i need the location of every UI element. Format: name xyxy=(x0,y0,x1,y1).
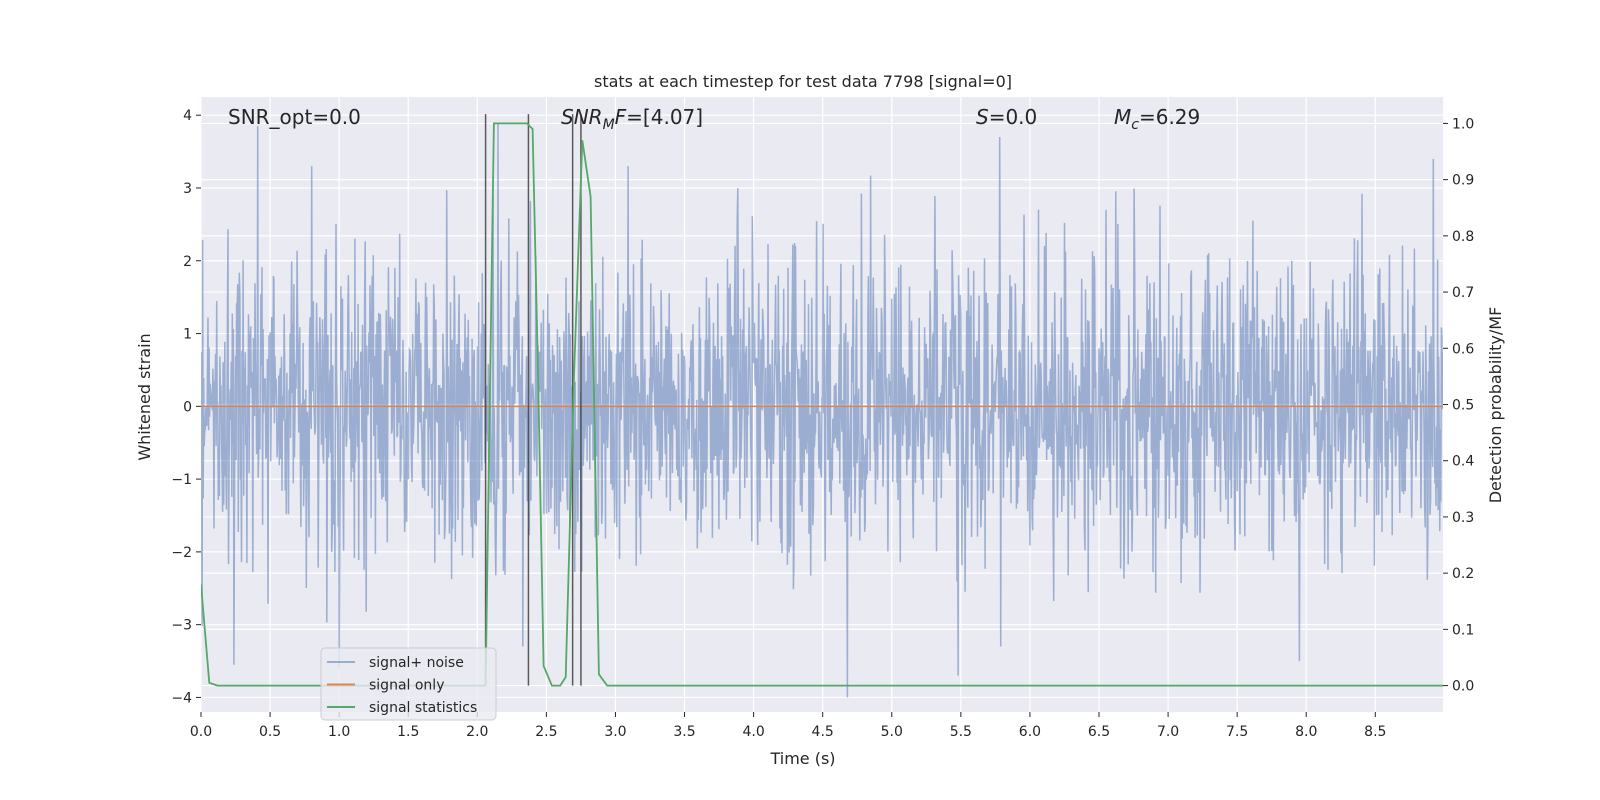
y-right-tick-label: 0.9 xyxy=(1452,173,1474,189)
x-tick-label: 6.0 xyxy=(1019,724,1041,740)
y-right-tick-label: 0.1 xyxy=(1452,622,1474,638)
y-right-tick-label: 0.5 xyxy=(1452,398,1474,414)
y-left-tick-label: −1 xyxy=(171,472,192,488)
y-left-tick-label: 2 xyxy=(183,254,192,270)
y-right-tick-label: 0.7 xyxy=(1452,285,1474,301)
x-tick-label: 0.0 xyxy=(190,724,212,740)
x-tick-label: 5.5 xyxy=(950,724,972,740)
legend: signal+ noise signal only signal statistic… xyxy=(320,647,497,721)
snr-mf-prefix: SNR xyxy=(561,105,603,129)
x-axis-ticks: 0.0 0.5 1.0 1.5 2.0 2.5 3.0 3.5 4.0 4.5 5.0 5.5 6.0 6… xyxy=(190,712,1386,740)
mc-suffix: =6.29 xyxy=(1139,105,1200,129)
annotation-s: S=0.0 xyxy=(976,105,1037,129)
x-tick-label: 2.5 xyxy=(535,724,557,740)
y-axis-right-ticks: 1.0 0.9 0.8 0.7 0.6 0.5 0.4 0.3 0.2 0.1 0.0 xyxy=(1443,116,1474,695)
y-axis-left-ticks: 4 3 2 1 0 −1 −2 −3 −4 xyxy=(171,108,201,706)
signal-noise-line xyxy=(201,122,1443,698)
y-right-tick-label: 0.6 xyxy=(1452,341,1474,357)
y-right-tick-label: 0.3 xyxy=(1452,510,1474,526)
y-left-tick-label: 4 xyxy=(183,108,192,124)
legend-label: signal statistics xyxy=(369,700,477,716)
x-tick-label: 7.5 xyxy=(1226,724,1248,740)
x-axis-label: Time (s) xyxy=(769,749,835,768)
signal-noise-series xyxy=(201,122,1443,698)
s-prefix: S xyxy=(976,105,989,129)
y-left-tick-label: −2 xyxy=(171,545,192,561)
x-tick-label: 3.0 xyxy=(604,724,626,740)
legend-label: signal only xyxy=(369,678,444,694)
y-left-tick-label: 1 xyxy=(183,327,192,343)
y-left-tick-label: 0 xyxy=(183,399,192,415)
x-tick-label: 4.5 xyxy=(812,724,834,740)
x-tick-label: 0.5 xyxy=(259,724,281,740)
x-tick-label: 1.5 xyxy=(397,724,419,740)
y-left-tick-label: −3 xyxy=(171,618,192,634)
x-tick-label: 1.0 xyxy=(328,724,350,740)
chart-title: stats at each timestep for test data 779… xyxy=(594,72,1012,91)
y-axis-right-label: Detection probability/MF xyxy=(1486,307,1505,504)
y-right-tick-label: 0.8 xyxy=(1452,229,1474,245)
y-axis-left-label: Whitened strain xyxy=(135,333,154,460)
x-tick-label: 7.0 xyxy=(1157,724,1179,740)
annotation-snr-mf: SNRMF=[4.07] xyxy=(561,105,703,133)
x-tick-label: 8.5 xyxy=(1364,724,1386,740)
legend-label: signal+ noise xyxy=(369,655,464,671)
y-right-tick-label: 0.0 xyxy=(1452,679,1474,695)
x-tick-label: 2.0 xyxy=(466,724,488,740)
mc-prefix: M xyxy=(1114,105,1131,129)
s-suffix: =0.0 xyxy=(989,105,1038,129)
y-right-tick-label: 1.0 xyxy=(1452,116,1474,132)
annotation-mc: Mc=6.29 xyxy=(1114,105,1200,133)
y-left-tick-label: 3 xyxy=(183,181,192,197)
y-right-tick-label: 0.2 xyxy=(1452,566,1474,582)
x-tick-label: 3.5 xyxy=(673,724,695,740)
annotation-snr-opt: SNR_opt=0.0 xyxy=(228,105,361,129)
x-tick-label: 8.0 xyxy=(1295,724,1317,740)
snr-mf-suffix-f: F xyxy=(615,105,627,129)
y-right-tick-label: 0.4 xyxy=(1452,454,1474,470)
x-tick-label: 5.0 xyxy=(881,724,903,740)
x-tick-label: 4.0 xyxy=(742,724,764,740)
legend-box xyxy=(320,647,497,721)
mc-subscript: c xyxy=(1131,117,1139,133)
y-left-tick-label: −4 xyxy=(171,690,192,706)
snr-mf-subscript: M xyxy=(603,117,615,133)
x-tick-label: 6.5 xyxy=(1088,724,1110,740)
snr-mf-value: =[4.07] xyxy=(626,105,703,129)
